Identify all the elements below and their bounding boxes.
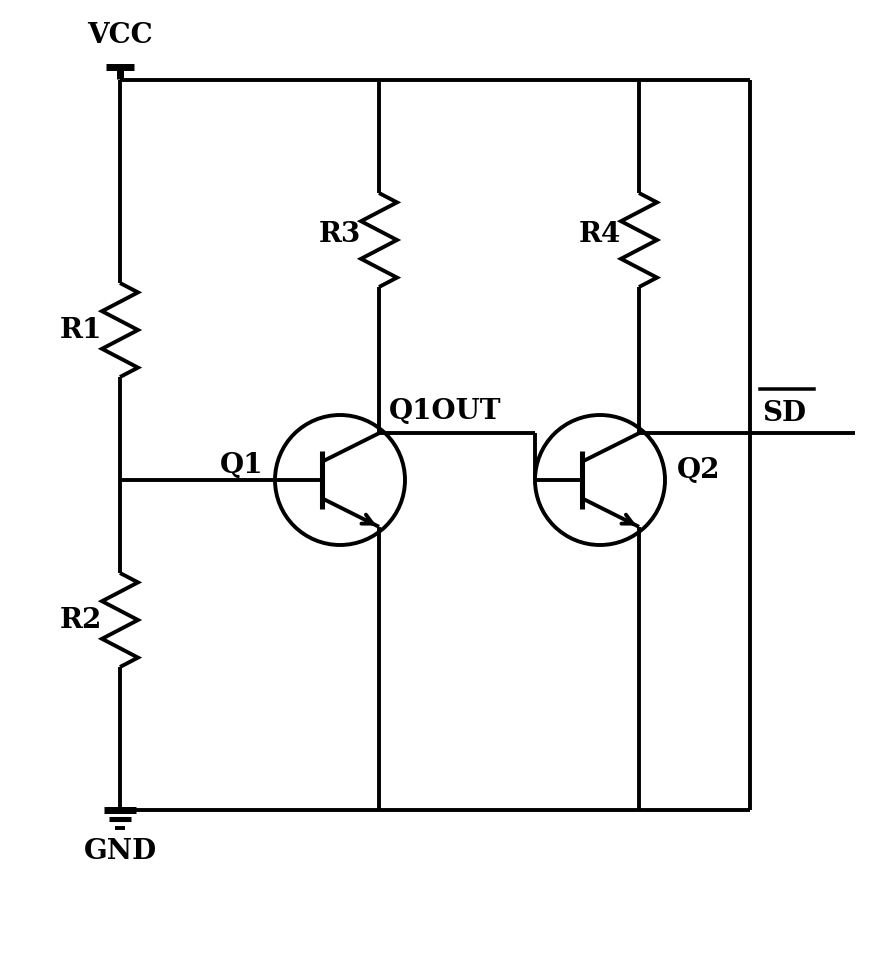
Text: GND: GND xyxy=(84,838,157,865)
Text: R3: R3 xyxy=(319,222,361,249)
Text: SD: SD xyxy=(762,400,806,427)
Text: Q1OUT: Q1OUT xyxy=(389,398,502,425)
Text: R2: R2 xyxy=(60,607,102,634)
Text: Q2: Q2 xyxy=(677,457,721,484)
Text: R4: R4 xyxy=(579,222,621,249)
Text: Q1: Q1 xyxy=(219,451,263,478)
Text: VCC: VCC xyxy=(87,22,153,49)
Text: R1: R1 xyxy=(60,317,102,344)
